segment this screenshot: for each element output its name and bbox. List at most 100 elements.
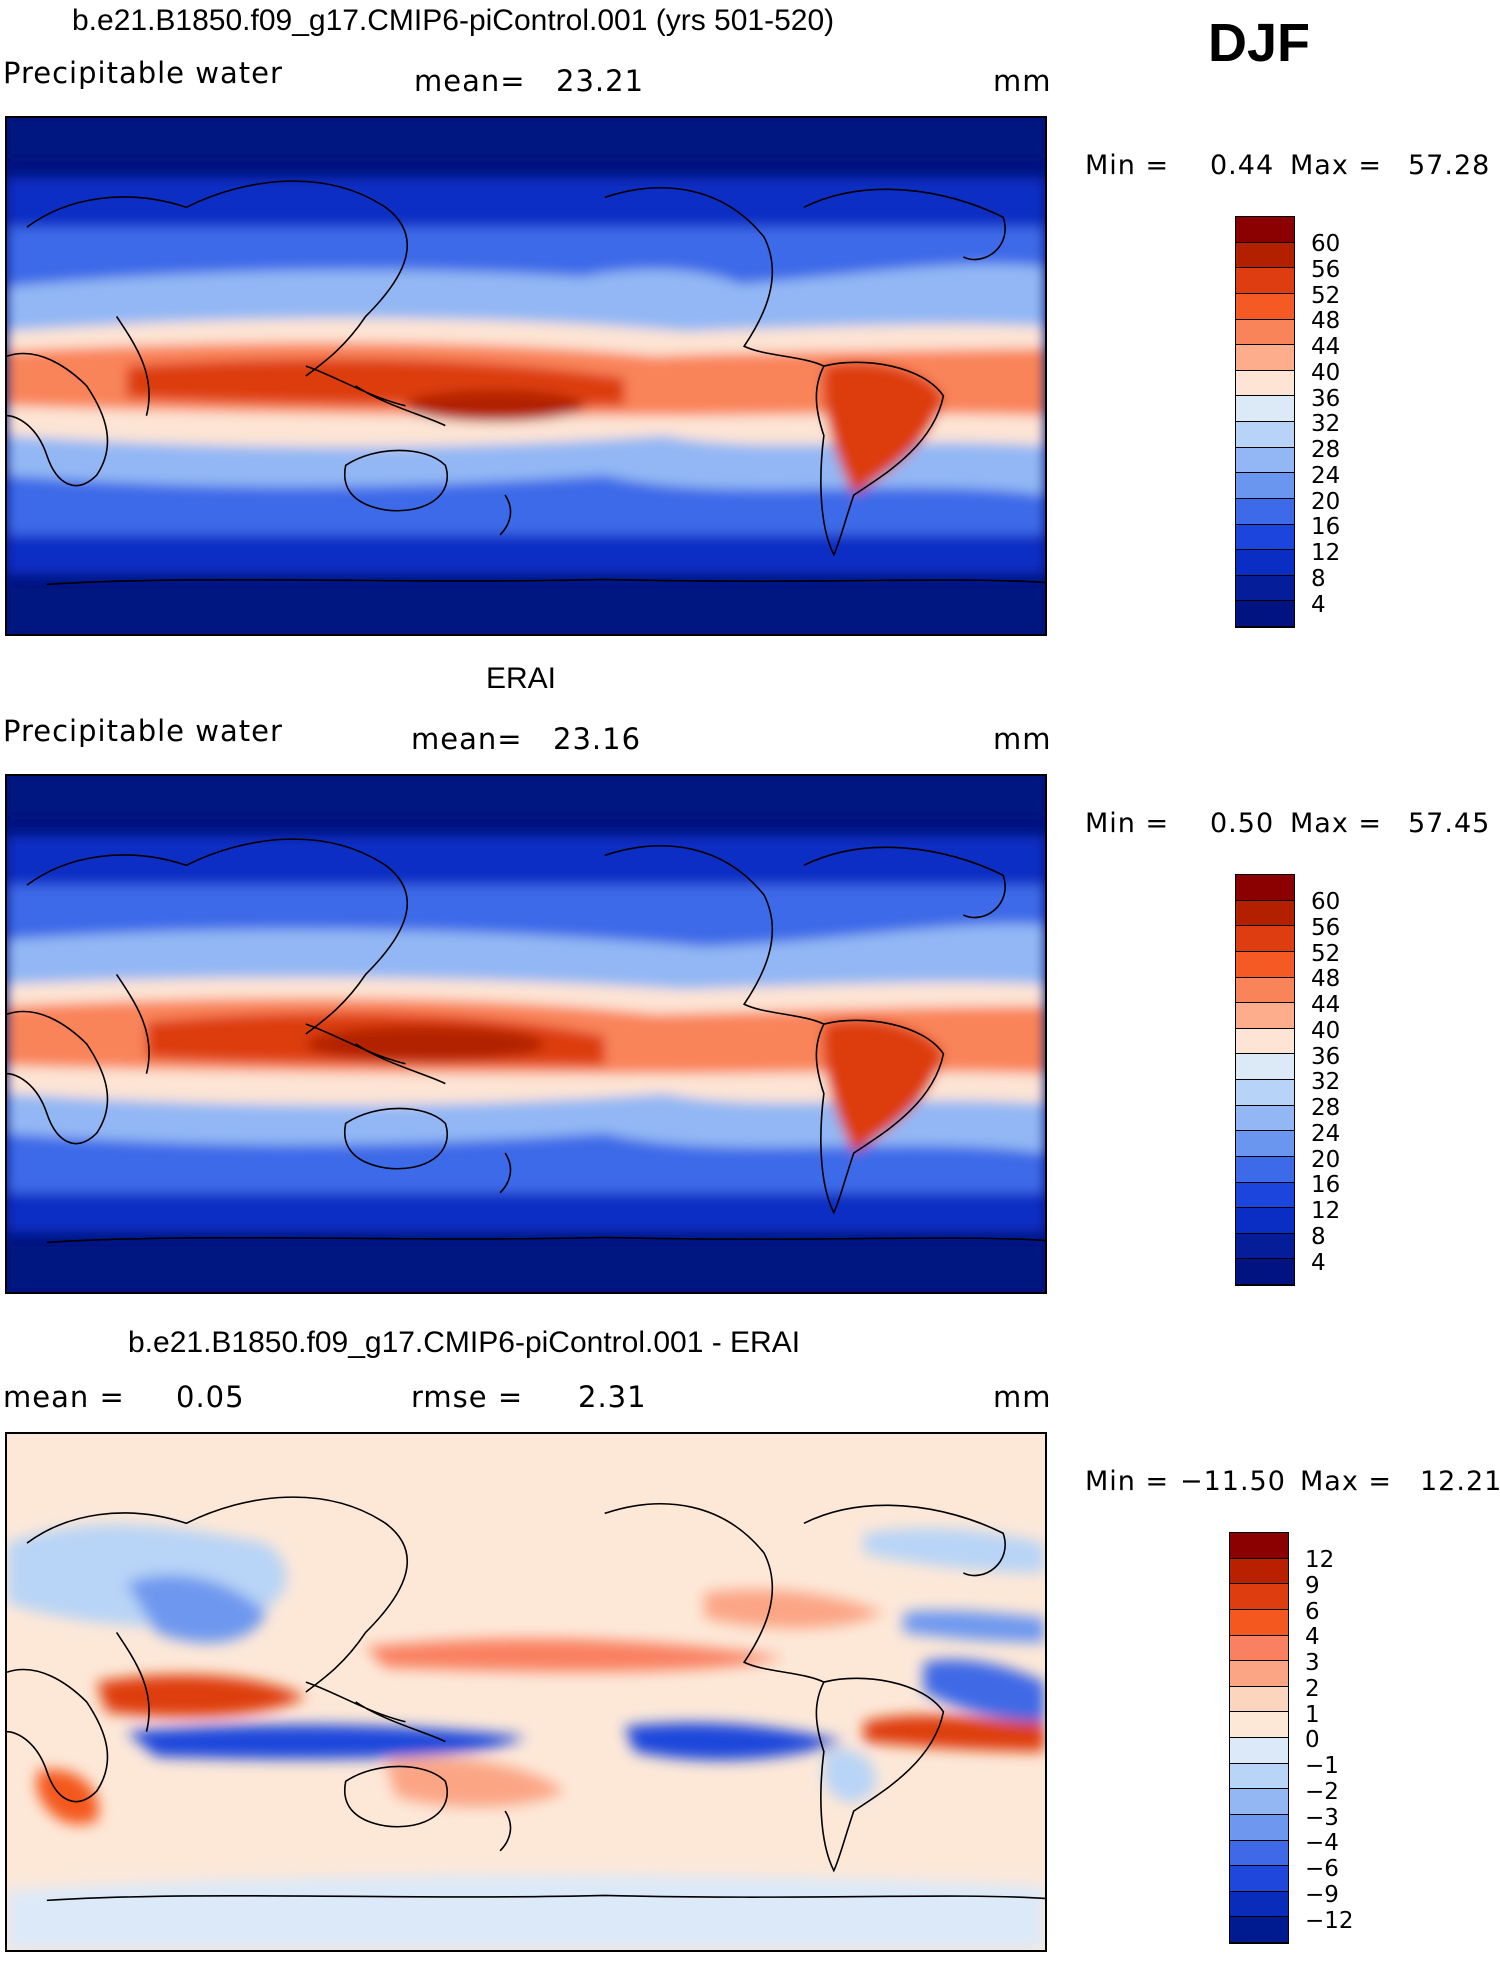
colorbar-swatch [1236, 951, 1294, 978]
panel-3-title: b.e21.B1850.f09_g17.CMIP6-piControl.001 … [128, 1326, 801, 1359]
colorbar-tick-label: 6 [1305, 1598, 1320, 1625]
colorbar-swatch [1236, 1233, 1294, 1260]
panel-3-colorbar [1229, 1532, 1289, 1944]
colorbar-tick-label: 12 [1311, 540, 1341, 566]
panel-1-mean-value: 23.21 [556, 64, 645, 98]
colorbar-tick-label: 56 [1311, 914, 1341, 941]
panel-3-unit: mm [993, 1380, 1052, 1414]
colorbar-swatch [1236, 319, 1294, 346]
colorbar-tick-label: 24 [1311, 1120, 1341, 1147]
colorbar-tick-label: 12 [1305, 1547, 1335, 1573]
panel-2-colorbar [1235, 874, 1295, 1286]
panel-1-min-label: Min = [1085, 150, 1170, 181]
panel-3-min-value: −11.50 [1180, 1466, 1286, 1497]
colorbar-tick-label: 2 [1305, 1675, 1320, 1702]
colorbar-swatch [1236, 242, 1294, 269]
panel-2-coastlines [7, 838, 1045, 1244]
colorbar-tick-label: 44 [1311, 992, 1341, 1018]
colorbar-tick-label: 48 [1311, 308, 1341, 335]
colorbar-swatch [1236, 1131, 1294, 1157]
colorbar-swatch [1230, 1584, 1288, 1610]
colorbar-swatch [1236, 217, 1294, 243]
colorbar-swatch [1236, 1003, 1294, 1029]
colorbar-tick-label: 8 [1311, 565, 1326, 592]
colorbar-swatch [1230, 1814, 1288, 1841]
colorbar-swatch [1236, 1054, 1294, 1080]
colorbar-tick-label: 40 [1311, 1017, 1341, 1044]
panel-3-rmse-label: rmse = [411, 1380, 524, 1414]
colorbar-tick-label: 12 [1311, 1198, 1341, 1224]
colorbar-tick-label: 36 [1311, 1043, 1341, 1070]
colorbar-tick-label: 28 [1311, 1095, 1341, 1121]
colorbar-swatch [1236, 422, 1294, 448]
colorbar-swatch [1236, 396, 1294, 422]
colorbar-tick-label: 1 [1305, 1701, 1320, 1728]
colorbar-swatch [1236, 293, 1294, 320]
colorbar-tick-label: 20 [1311, 1146, 1341, 1173]
panel-2-max-label: Max = [1290, 808, 1383, 839]
colorbar-swatch [1236, 875, 1294, 901]
colorbar-swatch [1236, 447, 1294, 474]
colorbar-tick-label: 32 [1311, 1069, 1341, 1096]
colorbar-tick-label: −1 [1305, 1753, 1339, 1779]
panel-2-mean-value: 23.16 [553, 722, 642, 756]
panel-2-title: ERAI [486, 662, 557, 695]
season-label: DJF [1208, 13, 1311, 73]
colorbar-swatch [1236, 498, 1294, 525]
colorbar-swatch [1236, 268, 1294, 294]
panel-3-map [5, 1432, 1047, 1952]
colorbar-tick-label: 9 [1305, 1572, 1320, 1599]
colorbar-swatch [1236, 900, 1294, 927]
colorbar-swatch [1236, 977, 1294, 1004]
colorbar-swatch [1236, 575, 1294, 602]
panel-3-mean-value: 0.05 [176, 1380, 245, 1414]
panel-1-map-svg [7, 118, 1045, 634]
colorbar-tick-label: 36 [1311, 385, 1341, 412]
colorbar-tick-label: 20 [1311, 488, 1341, 515]
colorbar-tick-label: 28 [1311, 437, 1341, 463]
colorbar-swatch [1230, 1533, 1288, 1559]
colorbar-tick-label: 0 [1305, 1727, 1320, 1754]
colorbar-swatch [1236, 524, 1294, 551]
colorbar-swatch [1236, 345, 1294, 371]
colorbar-swatch [1236, 473, 1294, 499]
colorbar-swatch [1236, 1208, 1294, 1234]
panel-1-colorbar [1235, 216, 1295, 628]
panel-1-unit: mm [993, 64, 1052, 98]
colorbar-tick-label: 40 [1311, 359, 1341, 386]
panel-2-map [5, 774, 1047, 1294]
panel-2-variable-label: Precipitable water [3, 714, 283, 748]
colorbar-tick-label: 52 [1311, 940, 1341, 967]
colorbar-tick-label: 44 [1311, 334, 1341, 360]
panel-1-max-label: Max = [1290, 150, 1383, 181]
panel-1-mean-label: mean= [414, 64, 526, 98]
colorbar-swatch [1230, 1635, 1288, 1662]
panel-2-mean-label: mean= [411, 722, 523, 756]
colorbar-tick-label: 24 [1311, 462, 1341, 489]
colorbar-tick-label: 52 [1311, 282, 1341, 309]
panel-2-max-value: 57.45 [1408, 808, 1491, 839]
colorbar-tick-label: 56 [1311, 256, 1341, 283]
colorbar-tick-label: −4 [1305, 1830, 1339, 1857]
colorbar-swatch [1230, 1686, 1288, 1713]
colorbar-swatch [1230, 1763, 1288, 1790]
colorbar-swatch [1236, 1028, 1294, 1055]
panel-1-coastlines [7, 180, 1045, 586]
panel-2-min-value: 0.50 [1210, 808, 1275, 839]
panel-1-title: b.e21.B1850.f09_g17.CMIP6-piControl.001 … [72, 4, 835, 37]
colorbar-swatch [1236, 601, 1294, 627]
colorbar-tick-label: 16 [1311, 514, 1341, 541]
panel-3-coastlines [7, 1496, 1045, 1902]
colorbar-swatch [1236, 550, 1294, 576]
colorbar-swatch [1230, 1661, 1288, 1687]
colorbar-tick-label: 4 [1305, 1624, 1320, 1651]
colorbar-swatch [1230, 1558, 1288, 1585]
colorbar-tick-label: 3 [1305, 1650, 1320, 1676]
panel-3-mean-label: mean = [3, 1380, 125, 1414]
colorbar-tick-label: 60 [1311, 231, 1341, 257]
colorbar-swatch [1236, 1105, 1294, 1132]
panel-3-rmse-value: 2.31 [578, 1380, 647, 1414]
colorbar-swatch [1236, 1080, 1294, 1106]
colorbar-swatch [1230, 1840, 1288, 1867]
colorbar-swatch [1236, 1156, 1294, 1183]
